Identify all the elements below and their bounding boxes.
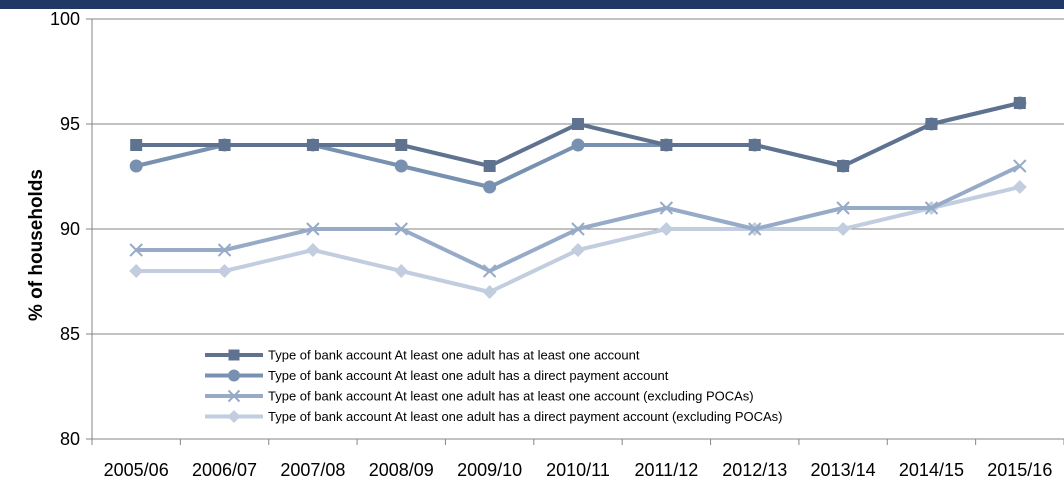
- x-tick-label: 2015/16: [987, 460, 1052, 479]
- x-tick-label: 2009/10: [457, 460, 522, 479]
- data-point: [572, 118, 584, 130]
- data-point: [482, 285, 497, 299]
- x-tick-label: 2008/09: [369, 460, 434, 479]
- data-point-stroke: [217, 243, 232, 257]
- data-point: [836, 222, 851, 236]
- y-tick-label: 100: [50, 9, 80, 29]
- data-point: [130, 139, 143, 151]
- data-point: [129, 243, 143, 257]
- data-point: [659, 201, 674, 215]
- data-point: [227, 410, 241, 423]
- data-point: [129, 159, 143, 173]
- data-point-stroke: [1013, 159, 1027, 173]
- x-tick-label: 2013/14: [811, 460, 876, 479]
- series: [129, 96, 1027, 299]
- series-3: [129, 159, 1027, 278]
- data-point-stroke: [924, 201, 939, 215]
- y-tick-label: 95: [60, 114, 80, 134]
- data-point-stroke: [394, 222, 408, 236]
- data-point: [217, 264, 232, 278]
- data-point: [394, 264, 409, 278]
- y-tick-labels: 80 85 90 95 100: [50, 9, 80, 449]
- legend-label: Type of bank account At least one adult …: [268, 389, 754, 404]
- data-point: [659, 222, 674, 236]
- data-point: [571, 138, 585, 152]
- y-axis-title: % of households: [26, 169, 47, 321]
- data-point: [306, 222, 320, 236]
- data-point: [1013, 159, 1027, 173]
- data-point-stroke: [482, 264, 497, 278]
- data-point: [305, 243, 320, 257]
- data-point: [1012, 180, 1027, 194]
- data-point: [483, 180, 497, 194]
- legend-label: Type of bank account At least one adult …: [268, 409, 783, 424]
- x-tick-label: 2005/06: [104, 460, 169, 479]
- data-point: [395, 139, 408, 151]
- data-point: [129, 264, 144, 278]
- data-point-stroke: [306, 222, 320, 236]
- x-tick-label: 2006/07: [192, 460, 257, 479]
- x-tick-label: 2012/13: [722, 460, 787, 479]
- legend-label: Type of bank account At least one adult …: [268, 368, 669, 383]
- data-point: [748, 139, 761, 151]
- data-point: [394, 222, 408, 236]
- data-point: [571, 243, 585, 257]
- legend-entry: Type of bank account At least one adult …: [205, 389, 754, 404]
- x-tick-label: 2007/08: [280, 460, 345, 479]
- legend-entry: Type of bank account At least one adult …: [205, 368, 669, 383]
- data-point: [924, 201, 939, 215]
- data-point: [482, 264, 497, 278]
- y-tick-label: 80: [60, 429, 80, 449]
- data-point-stroke: [227, 389, 241, 403]
- x-tick-label: 2014/15: [899, 460, 964, 479]
- data-point-stroke: [571, 222, 585, 236]
- data-point-stroke: [129, 243, 143, 257]
- data-point: [228, 369, 240, 382]
- legend: Type of bank account At least one adult …: [205, 348, 783, 424]
- data-point: [228, 349, 240, 361]
- data-point: [836, 201, 850, 215]
- data-point-stroke: [748, 222, 762, 236]
- data-point: [227, 389, 241, 403]
- series-line: [136, 101, 1021, 168]
- data-point: [748, 222, 762, 236]
- legend-entry: Type of bank account At least one adult …: [205, 409, 783, 424]
- header-strip: [0, 0, 1064, 9]
- x-tick-labels: 2005/06 2006/07 2007/08 2008/09 2009/10 2010/…: [104, 460, 1053, 479]
- series-1: [130, 97, 1026, 172]
- gridlines: [92, 18, 1064, 335]
- data-point-stroke: [836, 201, 850, 215]
- data-point: [306, 139, 319, 151]
- data-point: [394, 159, 408, 173]
- x-tick-label: 2010/11: [546, 460, 610, 479]
- data-point: [837, 160, 850, 172]
- data-point-stroke: [659, 201, 674, 215]
- x-tick-label: 2011/12: [634, 460, 698, 479]
- data-point: [217, 243, 232, 257]
- axes: [86, 18, 1064, 445]
- data-point: [1013, 97, 1026, 109]
- legend-label: Type of bank account At least one adult …: [268, 348, 640, 363]
- data-point: [483, 160, 496, 172]
- data-point: [660, 139, 673, 151]
- y-tick-label: 90: [60, 219, 80, 239]
- legend-entry: Type of bank account At least one adult …: [205, 348, 640, 363]
- y-tick-label: 85: [60, 324, 80, 344]
- data-point: [925, 118, 938, 130]
- data-point: [571, 222, 585, 236]
- data-point: [218, 139, 231, 151]
